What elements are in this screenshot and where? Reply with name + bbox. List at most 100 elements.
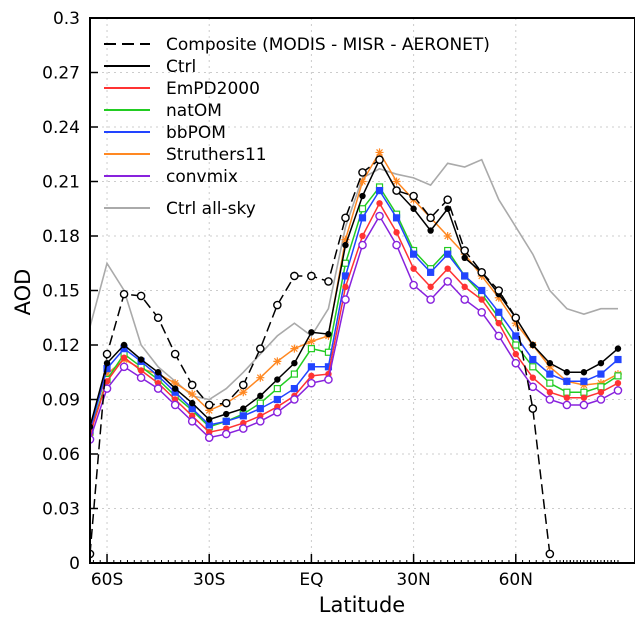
y-tick-label: 0.03	[42, 500, 80, 520]
data-point	[307, 378, 316, 388]
data-point	[375, 155, 384, 164]
data-point	[427, 283, 434, 291]
data-point	[545, 549, 555, 559]
data-point	[546, 359, 554, 367]
data-point	[563, 377, 571, 385]
data-point	[460, 246, 469, 255]
data-point	[154, 369, 162, 376]
data-point	[580, 388, 588, 396]
y-tick-label: 0	[69, 554, 80, 574]
series-line	[90, 158, 551, 554]
series-empd2000	[2, 200, 622, 504]
data-point	[136, 291, 146, 301]
data-point	[2, 500, 8, 506]
data-point	[529, 341, 537, 349]
data-point	[308, 329, 315, 336]
data-point	[375, 186, 384, 195]
data-point	[120, 341, 128, 349]
data-point	[358, 214, 367, 222]
data-point	[494, 331, 504, 341]
x-tick-label: 30N	[396, 570, 430, 590]
legend-label: bbPOM	[166, 123, 226, 143]
data-point	[170, 349, 180, 359]
data-point	[563, 369, 571, 376]
data-point	[290, 344, 299, 353]
data-point	[307, 337, 316, 346]
data-point	[545, 395, 555, 404]
data-point	[52, 488, 60, 496]
data-point	[188, 390, 197, 399]
data-point	[273, 385, 281, 393]
data-point	[238, 424, 248, 433]
data-point	[2, 498, 8, 504]
data-point	[69, 483, 76, 490]
x-tick-label: 30S	[193, 570, 225, 590]
data-point	[342, 283, 349, 291]
data-point	[204, 400, 214, 410]
data-point	[409, 191, 418, 201]
data-point	[341, 235, 350, 244]
data-point	[461, 254, 468, 261]
y-axis-label: AOD	[11, 269, 35, 316]
data-point	[512, 332, 520, 340]
data-point	[597, 383, 605, 391]
data-point	[187, 416, 197, 426]
data-point	[529, 355, 537, 364]
data-point	[188, 399, 196, 407]
data-point	[596, 379, 605, 388]
data-point	[290, 385, 298, 393]
series-layer	[2, 148, 623, 559]
data-point	[102, 349, 112, 359]
data-point	[579, 380, 588, 389]
data-point	[528, 404, 538, 413]
data-point	[443, 277, 452, 286]
data-point	[70, 473, 76, 479]
data-point	[359, 192, 366, 200]
data-point	[580, 377, 588, 385]
data-point	[477, 268, 487, 277]
data-point	[375, 148, 384, 157]
data-point	[36, 493, 42, 499]
data-point	[495, 320, 502, 327]
data-point	[495, 308, 503, 316]
data-point	[70, 478, 76, 484]
series-composite-modis-misr-aeronet-	[90, 155, 555, 559]
data-point	[443, 195, 452, 204]
legend-label: Ctrl	[166, 57, 196, 77]
x-axis-label: Latitude	[319, 593, 405, 617]
data-point	[308, 372, 315, 380]
data-point	[274, 376, 281, 383]
data-point	[579, 400, 589, 410]
legend-label: Composite (MODIS - MISR - AERONET)	[166, 35, 490, 55]
data-point	[53, 489, 59, 495]
grid	[90, 18, 635, 563]
data-point	[239, 388, 248, 397]
data-point	[528, 382, 538, 392]
data-point	[444, 205, 451, 212]
data-point	[19, 487, 25, 493]
y-tick-label: 0.3	[53, 9, 80, 29]
data-point	[393, 229, 400, 236]
data-point	[529, 374, 537, 381]
data-point	[511, 358, 521, 368]
data-point	[358, 240, 367, 250]
series-line	[90, 158, 619, 429]
data-point	[341, 259, 350, 267]
data-point	[546, 370, 554, 378]
data-point	[460, 295, 469, 304]
data-point	[205, 421, 213, 429]
data-point	[19, 496, 25, 502]
data-point	[70, 478, 76, 484]
data-point	[427, 227, 434, 234]
data-point	[188, 404, 196, 413]
data-point	[562, 400, 572, 410]
x-tick-label: EQ	[299, 570, 323, 590]
data-point	[18, 492, 26, 500]
data-point	[36, 487, 42, 493]
data-point	[307, 271, 316, 281]
data-point	[291, 359, 298, 367]
data-point	[597, 359, 605, 367]
data-point	[273, 300, 282, 310]
data-point	[410, 265, 417, 272]
data-point	[512, 350, 519, 358]
